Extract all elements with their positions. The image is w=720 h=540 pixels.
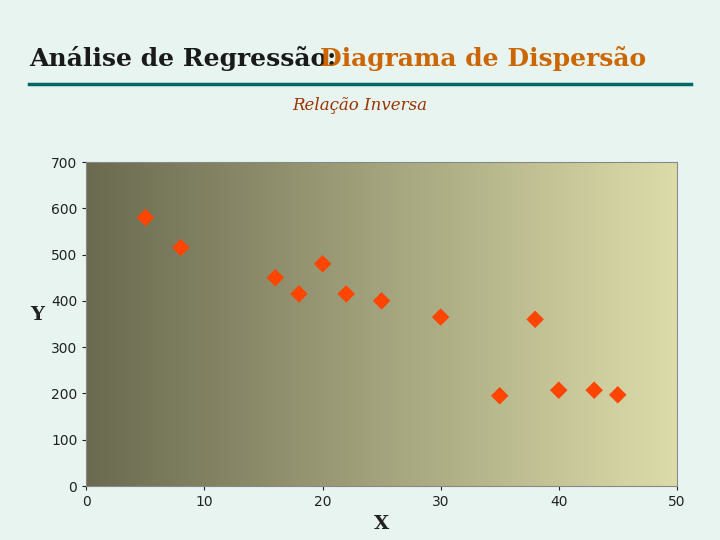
Y-axis label: Y: Y xyxy=(30,306,44,324)
Point xyxy=(529,315,541,323)
Point xyxy=(494,392,505,400)
Point xyxy=(317,260,328,268)
Point xyxy=(376,296,387,305)
Point xyxy=(553,386,564,395)
Text: Diagrama de Dispersão: Diagrama de Dispersão xyxy=(320,46,647,71)
Point xyxy=(612,390,624,399)
Point xyxy=(435,313,446,321)
Point xyxy=(140,213,151,222)
Point xyxy=(341,289,352,298)
Text: Relação Inversa: Relação Inversa xyxy=(292,97,428,114)
X-axis label: X: X xyxy=(374,515,390,532)
Point xyxy=(269,273,281,282)
Point xyxy=(588,386,600,395)
Point xyxy=(175,244,186,252)
Point xyxy=(293,289,305,298)
Text: Análise de Regressão:: Análise de Regressão: xyxy=(29,46,345,71)
